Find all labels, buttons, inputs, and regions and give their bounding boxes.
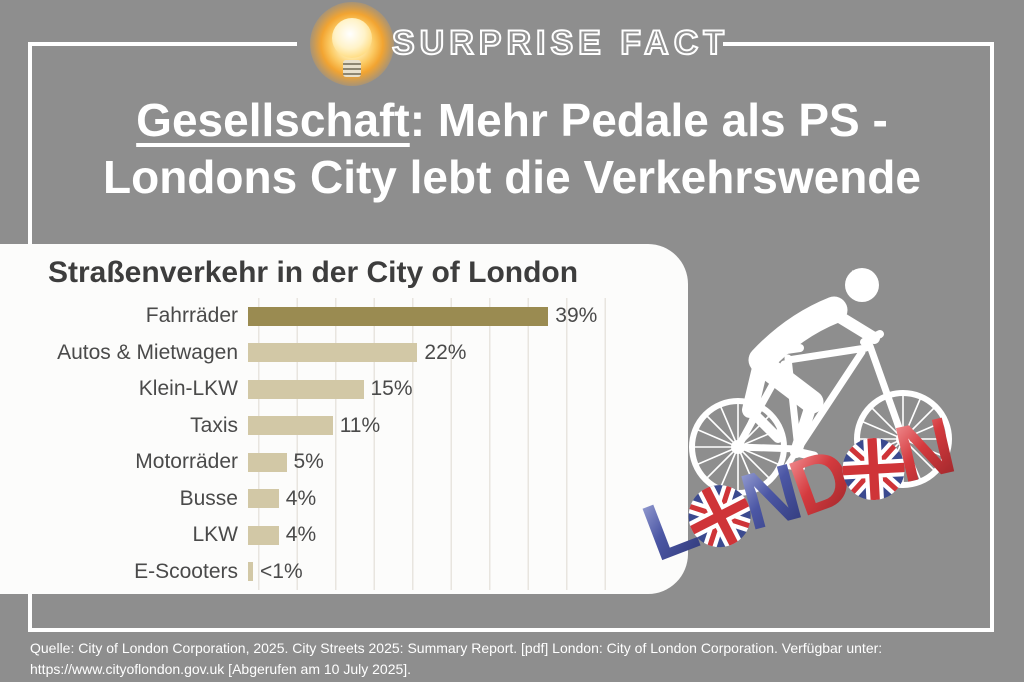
chart-row: LKW 4% bbox=[0, 517, 688, 554]
bar-category-label: Autos & Mietwagen bbox=[57, 340, 238, 364]
union-jack-roundel-icon bbox=[841, 436, 907, 502]
frame-header-gap bbox=[297, 40, 723, 50]
union-jack-roundel-icon bbox=[677, 474, 762, 558]
chart-panel: Straßenverkehr in der City of London Fah… bbox=[0, 244, 688, 594]
chart-row: Taxis 11% bbox=[0, 408, 688, 445]
header: SURPRISE FACT bbox=[0, 0, 1024, 92]
bar-value-label: 39% bbox=[555, 304, 598, 328]
source-citation: Quelle: City of London Corporation, 2025… bbox=[30, 638, 1010, 680]
chart-row: Motorräder 5% bbox=[0, 444, 688, 481]
bar bbox=[248, 343, 418, 363]
bar bbox=[248, 306, 549, 326]
page-title-line1: Gesellschaft: Mehr Pedale als PS - bbox=[0, 92, 1024, 149]
bar-category-label: Klein-LKW bbox=[138, 377, 238, 401]
bar-value-label: 4% bbox=[285, 523, 317, 547]
chart-row: Autos & Mietwagen 22% bbox=[0, 335, 688, 372]
source-line2: https://www.cityoflondon.gov.uk [Abgeruf… bbox=[30, 661, 412, 677]
page-title-line2: Londons City lebt die Verkehrswende bbox=[103, 151, 921, 203]
chart-row: E-Scooters <1% bbox=[0, 554, 688, 591]
rider-silhouette bbox=[742, 268, 880, 461]
bar-value-label: 15% bbox=[370, 377, 413, 401]
chart-title: Straßenverkehr in der City of London bbox=[48, 256, 579, 289]
bar bbox=[248, 525, 279, 545]
page-title: Gesellschaft: Mehr Pedale als PS - Londo… bbox=[0, 92, 1024, 206]
chart-rows: Fahrräder 39% Autos & Mietwagen 22% Klein-LK… bbox=[0, 298, 688, 590]
page-title-line1-rest: : Mehr Pedale als PS - bbox=[409, 94, 888, 146]
bar bbox=[248, 562, 253, 582]
chart-row: Klein-LKW 15% bbox=[0, 371, 688, 408]
chart-row: Fahrräder 39% bbox=[0, 298, 688, 335]
page-title-underlined: Gesellschaft bbox=[136, 94, 410, 146]
bar-category-label: Taxis bbox=[190, 413, 238, 437]
bar-category-label: LKW bbox=[192, 523, 238, 547]
bar-value-label: 4% bbox=[285, 486, 317, 510]
bar-category-label: E-Scooters bbox=[134, 559, 238, 583]
source-line1: Quelle: City of London Corporation, 2025… bbox=[30, 640, 883, 656]
surprise-fact-badge: SURPRISE FACT bbox=[391, 23, 730, 63]
bar bbox=[248, 379, 364, 399]
lightbulb-base bbox=[343, 60, 361, 77]
bar-value-label: 11% bbox=[339, 413, 381, 437]
bar-value-label: 5% bbox=[293, 450, 324, 474]
bar bbox=[248, 489, 279, 509]
bar-value-label: 22% bbox=[424, 340, 467, 364]
bar-category-label: Motorräder bbox=[135, 450, 238, 474]
cyclist-silhouette-illustration bbox=[689, 268, 952, 496]
bar bbox=[248, 452, 287, 472]
bar bbox=[248, 416, 333, 436]
chart-row: Busse 4% bbox=[0, 481, 688, 518]
bar-category-label: Fahrräder bbox=[145, 304, 238, 328]
lightbulb-bulb bbox=[332, 18, 372, 58]
bar-value-label: <1% bbox=[260, 559, 303, 583]
bar-category-label: Busse bbox=[179, 486, 238, 510]
